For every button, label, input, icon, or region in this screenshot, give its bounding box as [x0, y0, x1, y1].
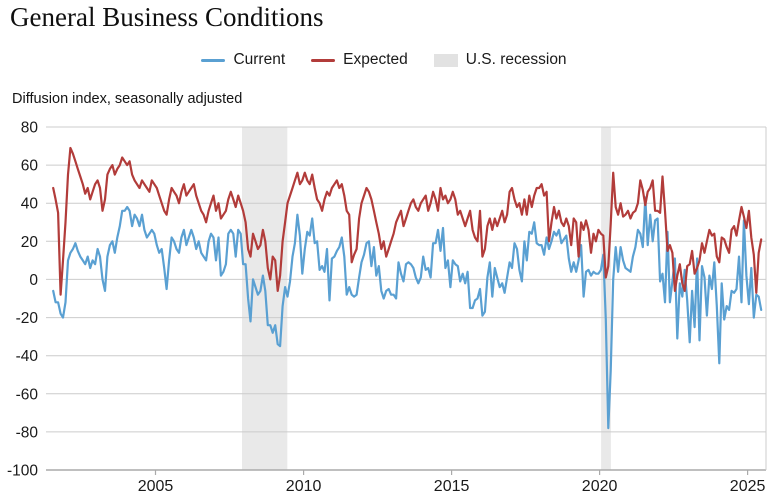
recession-swatch-icon [433, 53, 458, 67]
current-line-swatch-icon [201, 58, 226, 62]
x-tick-label-2005: 2005 [138, 478, 174, 495]
y-tick-label--60: -60 [16, 386, 39, 403]
y-tick-label--40: -40 [16, 348, 39, 365]
recession-band-2008 [242, 127, 288, 470]
legend-label-recession: U.S. recession [465, 51, 567, 68]
y-tick-label-0: 0 [29, 272, 38, 289]
x-tick-label-2020: 2020 [582, 478, 618, 495]
y-tick-label-80: 80 [21, 120, 39, 137]
legend-label-current: Current [233, 51, 286, 68]
legend-item-current: Current [201, 51, 285, 69]
chart-title: General Business Conditions [10, 2, 324, 32]
legend-item-expected: Expected [311, 51, 408, 69]
y-tick-label--100: -100 [7, 463, 38, 480]
x-tick-label-2010: 2010 [286, 478, 322, 495]
y-tick-label-20: 20 [21, 234, 39, 251]
x-tick-label-2025: 2025 [730, 478, 766, 495]
y-tick-label-40: 40 [21, 196, 39, 213]
y-tick-label-60: 60 [21, 158, 39, 175]
axis-units-label: Diffusion index, seasonally adjusted [12, 91, 243, 107]
current-series-line [52, 196, 763, 430]
y-tick-label--80: -80 [16, 424, 39, 441]
x-tick-label-2015: 2015 [434, 478, 470, 495]
y-tick-label--20: -20 [16, 310, 39, 327]
expected-line-swatch-icon [311, 58, 336, 62]
chart-legend: Current Expected U.S. recession [0, 51, 768, 69]
legend-label-expected: Expected [343, 51, 408, 68]
expected-series-line [52, 146, 763, 296]
legend-item-recession: U.S. recession [433, 51, 567, 69]
